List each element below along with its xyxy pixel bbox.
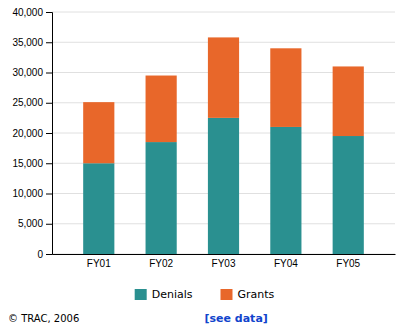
tick: 25,000 <box>12 97 52 108</box>
tick-mark <box>46 163 52 164</box>
tick-label: 0 <box>37 249 43 260</box>
legend-item: Grants <box>220 288 274 301</box>
tick: 20,000 <box>12 128 52 139</box>
tick: FY01 <box>87 258 111 269</box>
bar <box>208 118 239 254</box>
tick: 30,000 <box>12 67 52 78</box>
grid-line <box>52 12 395 13</box>
tick: 0 <box>37 249 52 260</box>
series <box>83 37 364 163</box>
grid <box>52 12 395 254</box>
tick-label: FY03 <box>212 258 236 269</box>
tick-label: FY04 <box>274 258 298 269</box>
tick: 10,000 <box>12 188 52 199</box>
bar <box>208 37 239 117</box>
tick: 35,000 <box>12 37 52 48</box>
tick: 5,000 <box>18 218 52 229</box>
tick-label: 15,000 <box>12 158 43 169</box>
legend-swatch <box>220 289 232 300</box>
bar <box>83 102 114 163</box>
tick-label: 5,000 <box>18 218 43 229</box>
tick-label: 10,000 <box>12 188 43 199</box>
series <box>83 118 364 254</box>
tick-mark <box>46 12 52 13</box>
tick-mark <box>46 133 52 134</box>
bar <box>83 163 114 254</box>
tick-label: 35,000 <box>12 37 43 48</box>
legend-label: Grants <box>237 288 274 301</box>
bar <box>333 136 364 254</box>
legend-swatch <box>135 289 147 300</box>
tick-label: 20,000 <box>12 128 43 139</box>
annotation: [see data] <box>205 312 268 325</box>
axis-line <box>53 254 396 255</box>
bar <box>333 66 364 136</box>
axis-line <box>46 13 53 255</box>
tick-mark <box>46 224 52 225</box>
x-axis: FY01 FY02 FY03 FY04 FY05 <box>53 255 396 270</box>
tick-mark <box>46 103 52 104</box>
annotation: © TRAC, 2006 <box>8 313 79 324</box>
tick: 15,000 <box>12 158 52 169</box>
bar <box>146 76 177 143</box>
tick-label: 30,000 <box>12 67 43 78</box>
tick-label: FY02 <box>149 258 173 269</box>
tick-mark <box>46 254 52 255</box>
tick-label: FY05 <box>336 258 360 269</box>
tick: FY02 <box>149 258 173 269</box>
chart: 0 5,000 10,000 15,000 20,000 25,000 30,000 35,0… <box>0 0 409 332</box>
legend-item: Denials <box>135 288 193 301</box>
bar <box>146 142 177 254</box>
tick-mark <box>46 194 52 195</box>
legend: Denials Grants <box>135 288 275 301</box>
tick: FY05 <box>336 258 360 269</box>
plot: 0 5,000 10,000 15,000 20,000 25,000 30,000 35,0… <box>12 7 395 269</box>
tick: FY03 <box>212 258 236 269</box>
bar <box>270 127 301 254</box>
y-axis: 0 5,000 10,000 15,000 20,000 25,000 30,000 35,0… <box>12 7 52 260</box>
tick-mark <box>46 42 52 43</box>
tick-label: 40,000 <box>12 7 43 18</box>
tick-label: FY01 <box>87 258 111 269</box>
bars <box>83 37 364 254</box>
tick: FY04 <box>274 258 298 269</box>
tick-label: 25,000 <box>12 97 43 108</box>
tick-mark <box>46 73 52 74</box>
tick: 40,000 <box>12 7 52 18</box>
legend-label: Denials <box>152 288 193 301</box>
bar <box>270 48 301 127</box>
